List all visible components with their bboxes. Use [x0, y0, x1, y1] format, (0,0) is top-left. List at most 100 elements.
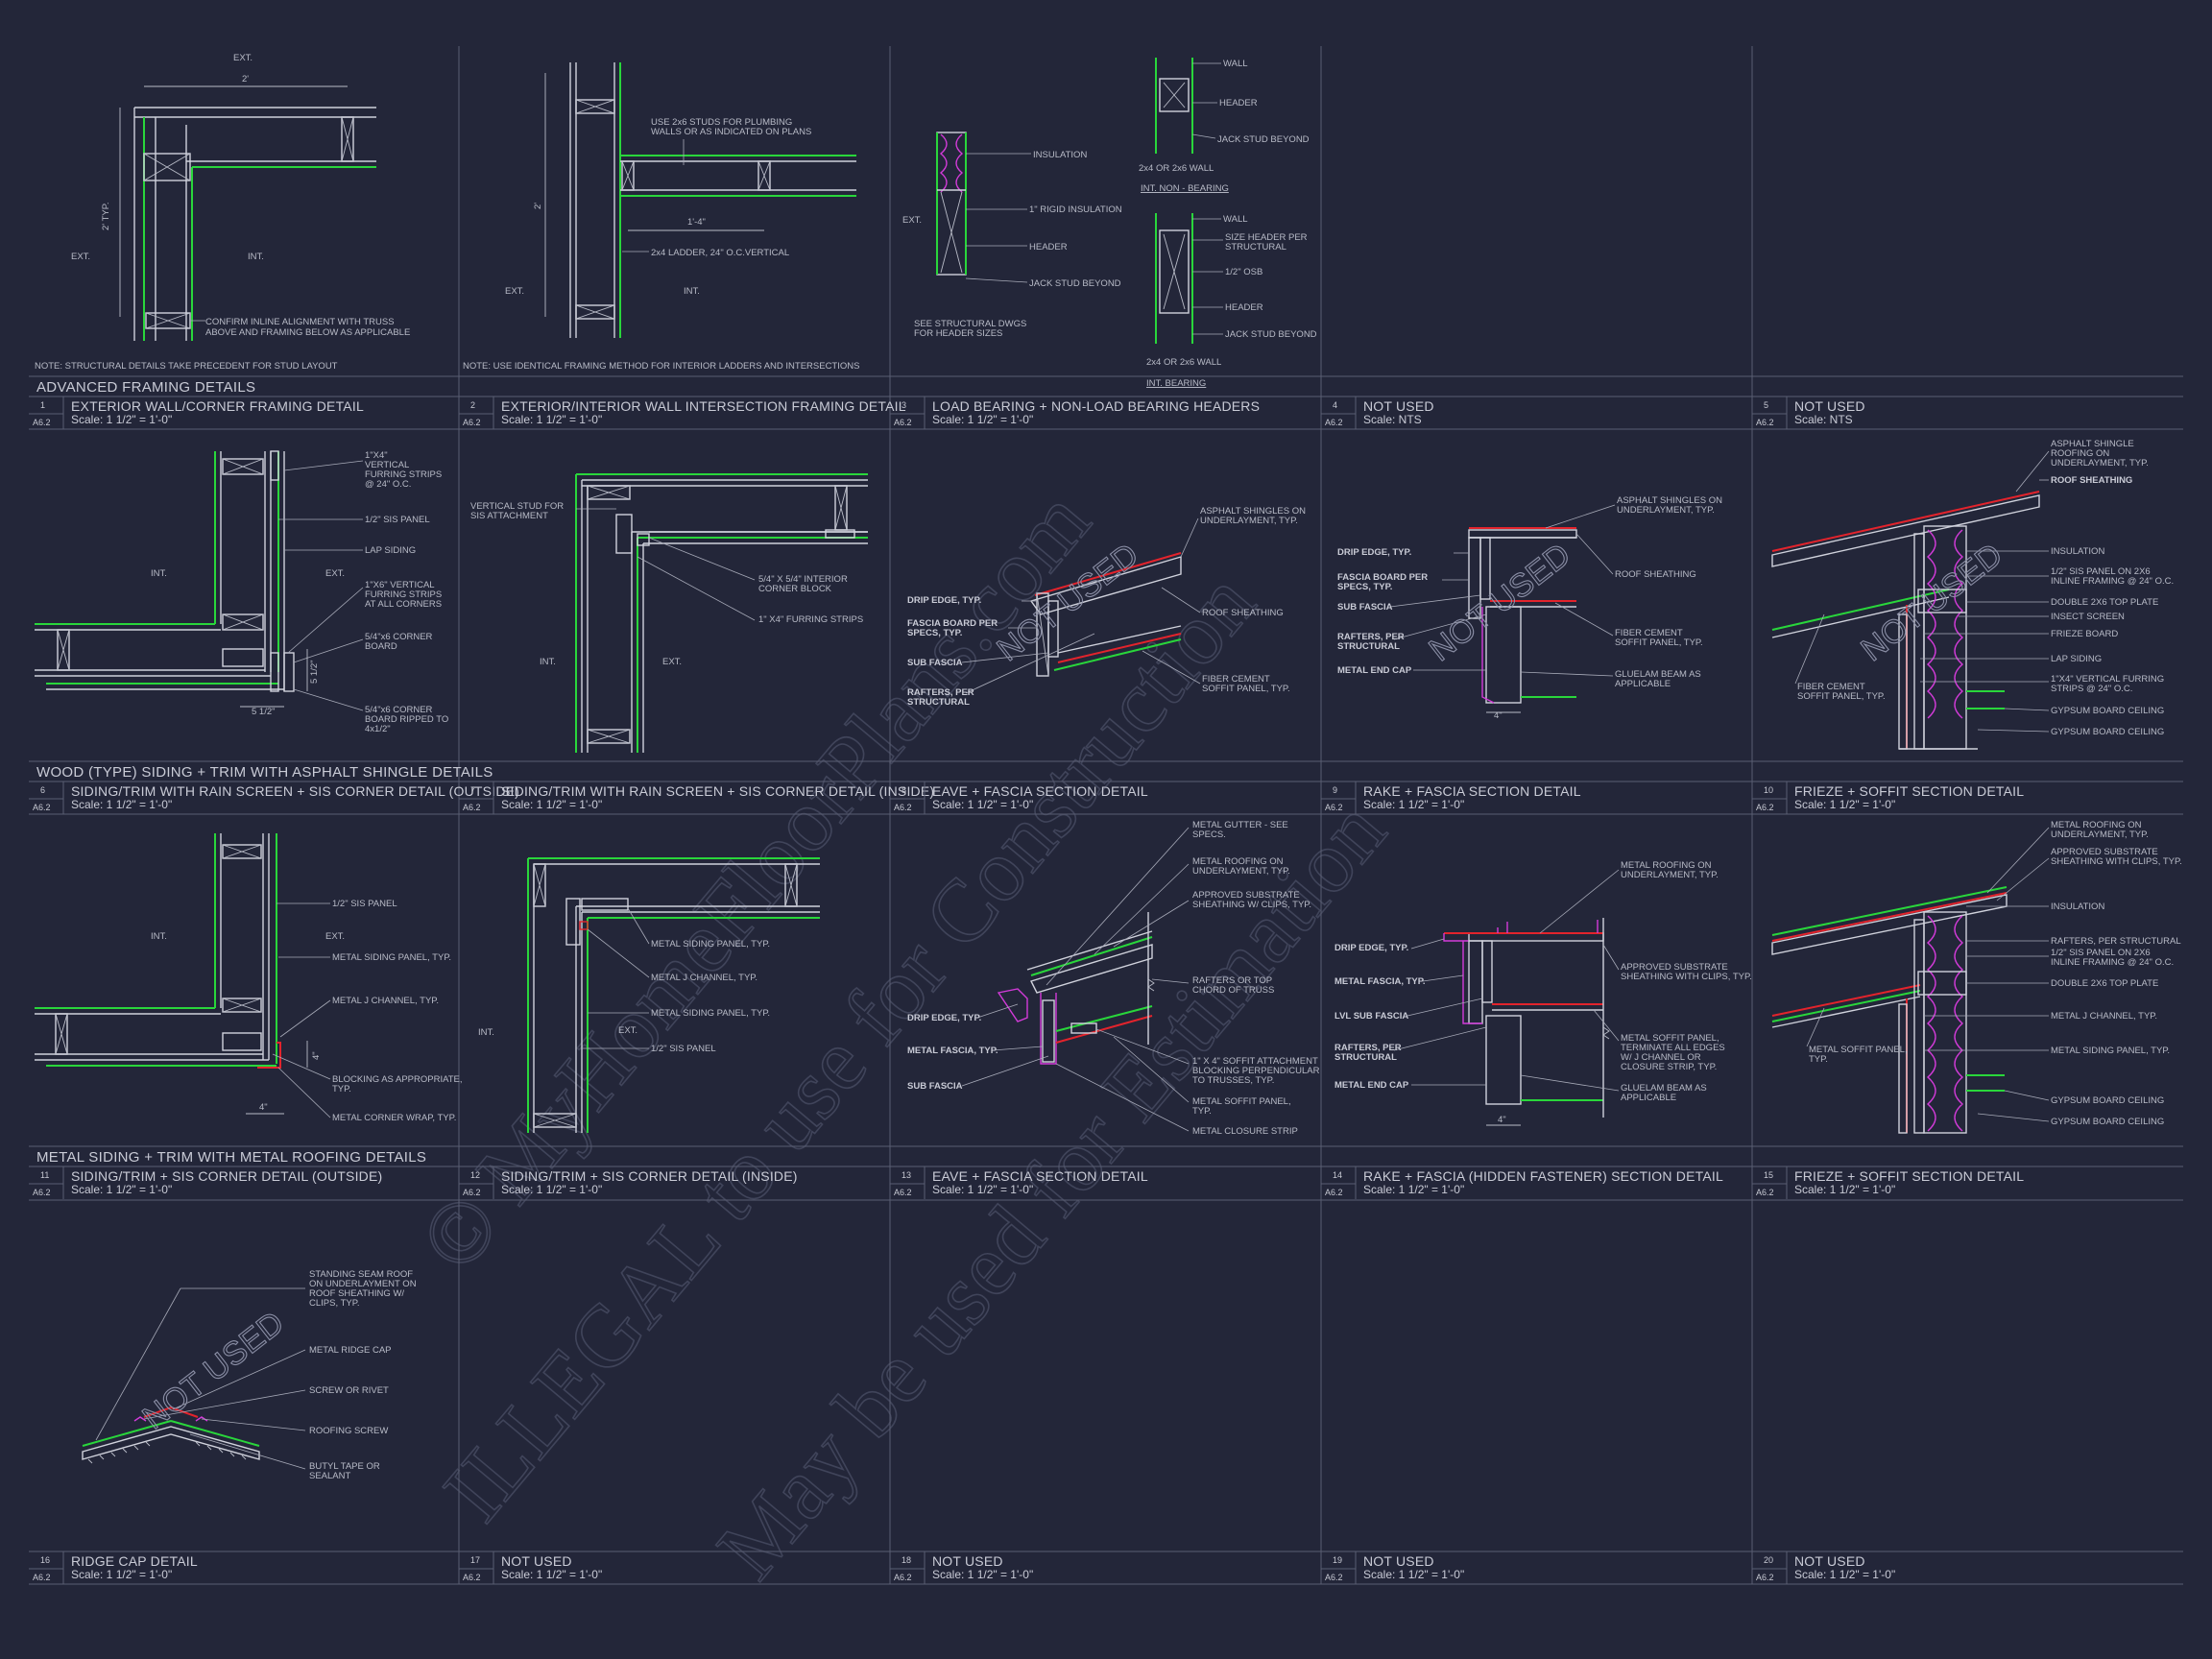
d16-ridge: METAL RIDGE CAP	[309, 1345, 392, 1356]
title-block-11: 11 A6.2 SIDING/TRIM + SIS CORNER DETAIL (O…	[29, 1166, 382, 1199]
d14-drip: DRIP EDGE, TYP.	[1334, 943, 1408, 953]
d15-top-plate: DOUBLE 2X6 TOP PLATE	[2051, 978, 2158, 989]
d3-bearing: INT. BEARING	[1146, 378, 1206, 389]
title-block-12: 12 A6.2 SIDING/TRIM + SIS CORNER DETAIL (I…	[459, 1166, 797, 1199]
d7-furring: 1" X4" FURRING STRIPS	[758, 614, 863, 625]
d3-rigid: 1" RIGID INSULATION	[1029, 204, 1122, 215]
sheet-ref: A6.2	[463, 1188, 481, 1197]
d15-insulation: INSULATION	[2051, 902, 2104, 912]
detail-title: EAVE + FASCIA SECTION DETAIL	[932, 783, 1148, 799]
d1-dim-2ft: 2'	[242, 74, 249, 84]
d3-see-line2: FOR HEADER SIZES	[914, 328, 1002, 339]
detail-6-outside-corner: INT. EXT. 1"X4" VERTICAL FURRING STRIPS …	[35, 450, 448, 734]
detail-scale: Scale: 1 1/2" = 1'-0"	[71, 1183, 172, 1196]
detail-scale: Scale: 1 1/2" = 1'-0"	[71, 1568, 172, 1581]
d14-lvl: LVL SUB FASCIA	[1334, 1011, 1408, 1022]
d11-blocking-1: BLOCKING AS APPROPRIATE,	[332, 1074, 463, 1085]
detail-number: 14	[1333, 1170, 1342, 1180]
d10-sheathing: ROOF SHEATHING	[2051, 475, 2132, 486]
d10-gyp-b: GYPSUM BOARD CEILING	[2051, 727, 2164, 737]
d14-rafters-1: RAFTERS, PER	[1334, 1043, 1402, 1053]
section-heading-metal-siding: METAL SIDING + TRIM WITH METAL ROOFING D…	[36, 1149, 426, 1166]
d3-header-c: HEADER	[1225, 302, 1263, 313]
sheet-ref: A6.2	[894, 1188, 912, 1197]
d1-confirm-line1: CONFIRM INLINE ALIGNMENT WITH TRUSS	[205, 317, 395, 327]
d16-standing-2: ON UNDERLAYMENT ON	[309, 1279, 417, 1289]
d6-furring6-3: AT ALL CORNERS	[365, 599, 442, 610]
detail-10-frieze-soffit: ASPHALT SHINGLE ROOFING ON UNDERLAYMENT,…	[1771, 439, 2174, 750]
detail-scale: Scale: 1 1/2" = 1'-0"	[932, 1183, 1033, 1196]
d8-roof-sheathing: ROOF SHEATHING	[1202, 608, 1284, 618]
detail-number: 13	[902, 1170, 911, 1180]
d3-see-line1: SEE STRUCTURAL DWGS	[914, 319, 1026, 329]
d6-corner-ripped-1: 5/4"x6 CORNER	[365, 705, 433, 715]
d6-corner-ripped-2: BOARD RIPPED TO	[365, 714, 448, 725]
d3-wall-size-b: 2x4 OR 2x6 WALL	[1146, 357, 1221, 368]
d8-asphalt-2: UNDERLAYMENT, TYP.	[1200, 516, 1298, 526]
d15-metal-siding: METAL SIDING PANEL, TYP.	[2051, 1046, 2170, 1056]
d9-rafters-1: RAFTERS, PER	[1337, 632, 1405, 642]
d3-size-header-1: SIZE HEADER PER	[1225, 232, 1308, 243]
d2-int-label: INT.	[684, 286, 700, 297]
detail-16-ridge-cap: STANDING SEAM ROOF ON UNDERLAYMENT ON RO…	[82, 1269, 417, 1481]
detail-number: 10	[1764, 785, 1773, 795]
title-block-7: 7 A6.2 SIDING/TRIM WITH RAIN SCREEN + SIS …	[459, 781, 934, 814]
d11-ext-label: EXT.	[325, 931, 345, 942]
detail-scale: Scale: 1 1/2" = 1'-0"	[932, 1568, 1033, 1581]
d3-header-b: HEADER	[1219, 98, 1258, 108]
sheet-ref: A6.2	[1325, 1188, 1343, 1197]
d8-fiber-1: FIBER CEMENT	[1202, 674, 1270, 685]
detail-title: RAKE + FASCIA (HIDDEN FASTENER) SECTION …	[1363, 1168, 1723, 1184]
d13-soffit-1: METAL SOFFIT PANEL,	[1192, 1096, 1291, 1107]
detail-scale: Scale: 1 1/2" = 1'-0"	[1794, 798, 1895, 811]
d6-furring6-2: FURRING STRIPS	[365, 589, 442, 600]
detail-scale: Scale: 1 1/2" = 1'-0"	[1794, 1568, 1895, 1581]
sheet-ref: A6.2	[1325, 1573, 1343, 1582]
title-block-10: 10 A6.2 FRIEZE + SOFFIT SECTION DETAILScal…	[1752, 781, 2024, 814]
detail-scale: Scale: 1 1/2" = 1'-0"	[71, 798, 172, 811]
d9-rafters-2: STRUCTURAL	[1337, 641, 1400, 652]
d13-substrate-2: SHEATHING W/ CLIPS, TYP.	[1192, 900, 1311, 910]
detail-title: NOT USED	[1363, 1553, 1434, 1569]
d8-fascia-2: SPECS, TYP.	[907, 628, 962, 638]
d7-block-1: 5/4" X 5/4" INTERIOR	[758, 574, 848, 585]
d13-soffit-attach-3: TO TRUSSES, TYP.	[1192, 1075, 1274, 1086]
d9-asphalt-1: ASPHALT SHINGLES ON	[1617, 495, 1722, 506]
d9-roof-sheathing: ROOF SHEATHING	[1615, 569, 1696, 580]
title-block-8: 8 A6.2 EAVE + FASCIA SECTION DETAILScale: …	[890, 781, 1148, 814]
detail-number: 11	[40, 1170, 49, 1180]
title-block-6: 6 A6.2 SIDING/TRIM WITH RAIN SCREEN + SIS …	[29, 781, 519, 814]
d10-sis-1: 1/2" SIS PANEL ON 2X6	[2051, 566, 2151, 577]
d11-sis: 1/2" SIS PANEL	[332, 899, 397, 909]
detail-title: NOT USED	[1794, 398, 1865, 414]
detail-number: 15	[1764, 1170, 1773, 1180]
d14-glulam-2: APPLICABLE	[1621, 1093, 1676, 1103]
detail-title: FRIEZE + SOFFIT SECTION DETAIL	[1794, 783, 2024, 799]
d14-glulam-1: GLUELAM BEAM AS	[1621, 1083, 1707, 1094]
detail-number: 1	[40, 400, 45, 410]
d1-int-side: INT.	[248, 252, 264, 262]
detail-number: 7	[470, 785, 475, 795]
d13-roofing-1: METAL ROOFING ON	[1192, 856, 1284, 867]
d6-corner-board-1: 5/4"x6 CORNER	[365, 632, 433, 642]
d6-lap: LAP SIDING	[365, 545, 416, 556]
d12-ext-label: EXT.	[618, 1025, 637, 1036]
detail-scale: Scale: 1 1/2" = 1'-0"	[1363, 798, 1464, 811]
d11-blocking-2: TYP.	[332, 1084, 351, 1094]
d10-lap: LAP SIDING	[2051, 654, 2102, 664]
d13-metal-fascia: METAL FASCIA, TYP.	[907, 1046, 998, 1056]
d14-dim: 4"	[1498, 1115, 1506, 1125]
section-heading-advanced-framing: ADVANCED FRAMING DETAILS	[36, 379, 255, 396]
d14-substrate-1: APPROVED SUBSTRATE	[1621, 962, 1728, 973]
sheet-ref: A6.2	[894, 1573, 912, 1582]
section-heading-wood-siding: WOOD (TYPE) SIDING + TRIM WITH ASPHALT S…	[36, 764, 493, 781]
detail-title: RIDGE CAP DETAIL	[71, 1553, 198, 1569]
d16-roofing-screw: ROOFING SCREW	[309, 1426, 388, 1436]
d9-asphalt-2: UNDERLAYMENT, TYP.	[1617, 505, 1715, 516]
d9-fiber-2: SOFFIT PANEL, TYP.	[1615, 637, 1703, 648]
d14-end-cap: METAL END CAP	[1334, 1080, 1409, 1091]
d8-drip: DRIP EDGE, TYP.	[907, 595, 981, 606]
